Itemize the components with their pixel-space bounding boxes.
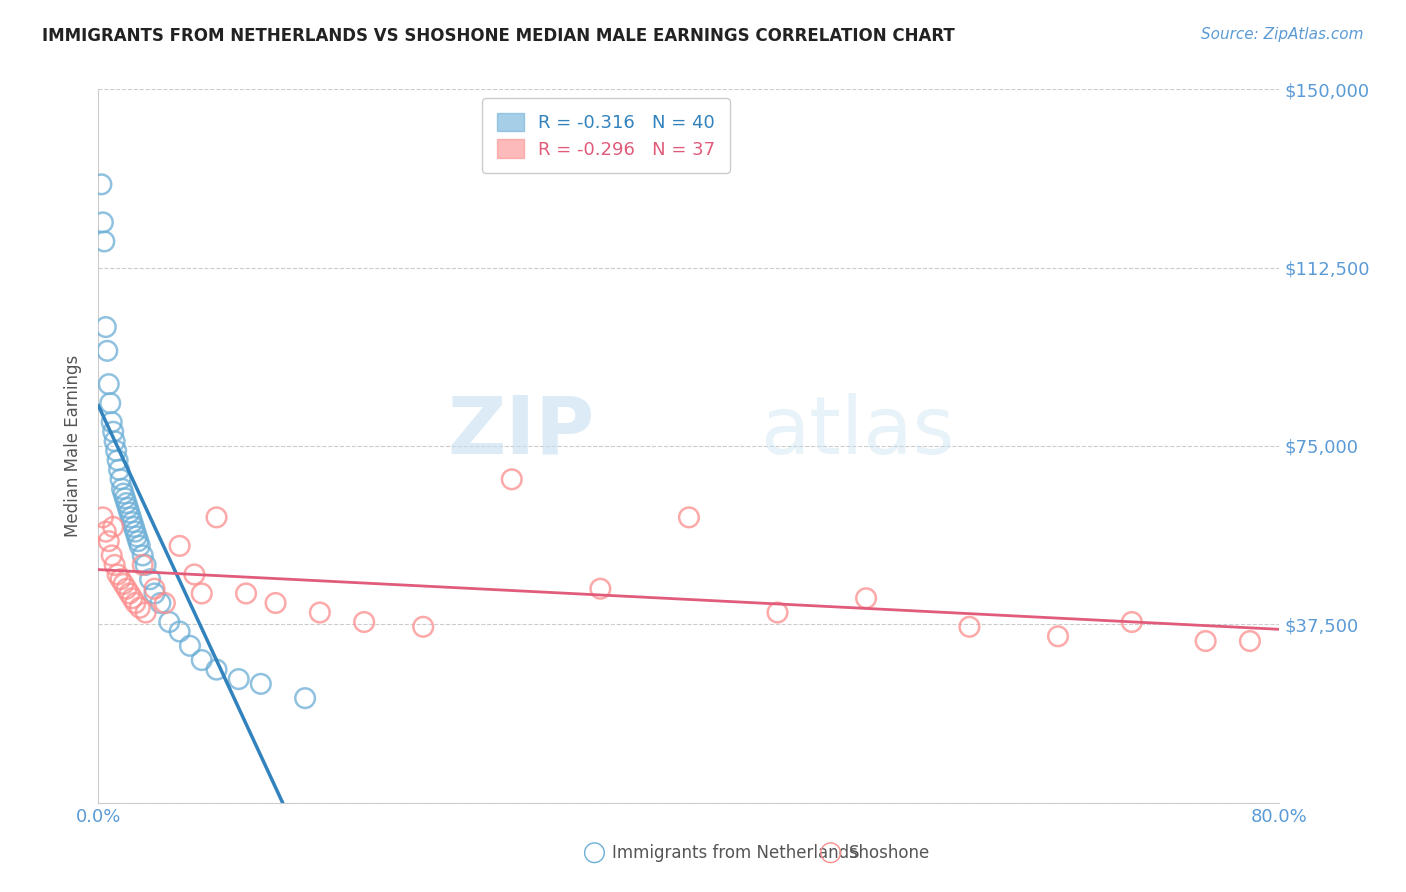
Point (1239, 634, 1261, 648)
Point (191, 586, 214, 600)
Point (205, 663, 228, 677)
Point (179, 639, 201, 653)
Text: Source: ZipAtlas.com: Source: ZipAtlas.com (1201, 27, 1364, 42)
Point (235, 586, 257, 600)
Point (153, 596, 176, 610)
Point (309, 606, 332, 620)
Point (115, 496, 138, 510)
Point (103, 520, 125, 534)
Point (589, 582, 612, 596)
Point (114, 491, 136, 506)
Legend: R = -0.316   N = 40, R = -0.296   N = 37: R = -0.316 N = 40, R = -0.296 N = 37 (482, 98, 730, 173)
Point (112, 486, 135, 500)
Y-axis label: Median Male Earnings: Median Male Earnings (65, 355, 83, 537)
Point (108, 463, 131, 477)
Text: IMMIGRANTS FROM NETHERLANDS VS SHOSHONE MEDIAN MALE EARNINGS CORRELATION CHART: IMMIGRANTS FROM NETHERLANDS VS SHOSHONE … (42, 27, 955, 45)
Point (104, 558, 127, 572)
Point (128, 539, 150, 553)
Point (353, 615, 375, 629)
Point (100, 549, 122, 563)
Point (1046, 629, 1070, 643)
Point (707, 796, 730, 810)
Point (157, 615, 180, 629)
Point (766, 606, 789, 620)
Text: ZIP: ZIP (447, 392, 595, 471)
Point (97, 377, 120, 392)
Point (678, 510, 700, 524)
Point (294, 691, 316, 706)
Point (132, 558, 155, 572)
Point (139, 572, 162, 586)
Point (132, 549, 155, 563)
Point (228, 672, 250, 686)
Point (264, 596, 287, 610)
Point (135, 558, 157, 572)
Point (125, 529, 148, 543)
Point (91, 215, 114, 229)
Point (1002, 796, 1025, 810)
Point (104, 434, 127, 449)
Point (100, 415, 122, 429)
Point (120, 510, 142, 524)
Point (959, 620, 981, 634)
Text: Shoshone: Shoshone (848, 844, 929, 862)
Point (250, 677, 273, 691)
Point (412, 620, 434, 634)
Point (110, 472, 132, 486)
Point (855, 591, 877, 606)
Point (91, 510, 114, 524)
Point (93, 235, 115, 249)
Point (94, 320, 117, 334)
Point (1121, 615, 1143, 629)
Point (118, 506, 141, 520)
Point (98, 396, 121, 410)
Point (143, 586, 166, 600)
Point (118, 586, 141, 600)
Point (90, 178, 112, 192)
Point (143, 582, 166, 596)
Point (191, 653, 214, 667)
Point (111, 482, 134, 496)
Point (96, 343, 118, 358)
Point (94, 524, 117, 539)
Point (1195, 634, 1218, 648)
Point (169, 539, 191, 553)
Point (105, 443, 128, 458)
Point (103, 425, 125, 439)
Point (115, 582, 138, 596)
Point (169, 624, 191, 639)
Point (121, 515, 143, 529)
Point (107, 567, 129, 582)
Point (501, 472, 523, 486)
Text: atlas: atlas (759, 392, 955, 471)
Point (97, 534, 120, 549)
Text: Immigrants from Netherlands: Immigrants from Netherlands (612, 844, 858, 862)
Point (128, 600, 150, 615)
Point (183, 567, 205, 582)
Point (107, 453, 129, 467)
Point (205, 510, 228, 524)
Point (124, 596, 146, 610)
Point (117, 500, 139, 515)
Point (122, 520, 145, 534)
Point (135, 606, 157, 620)
Point (124, 524, 146, 539)
Point (149, 596, 172, 610)
Point (112, 577, 135, 591)
Point (127, 534, 149, 549)
Point (121, 591, 143, 606)
Point (110, 572, 132, 586)
